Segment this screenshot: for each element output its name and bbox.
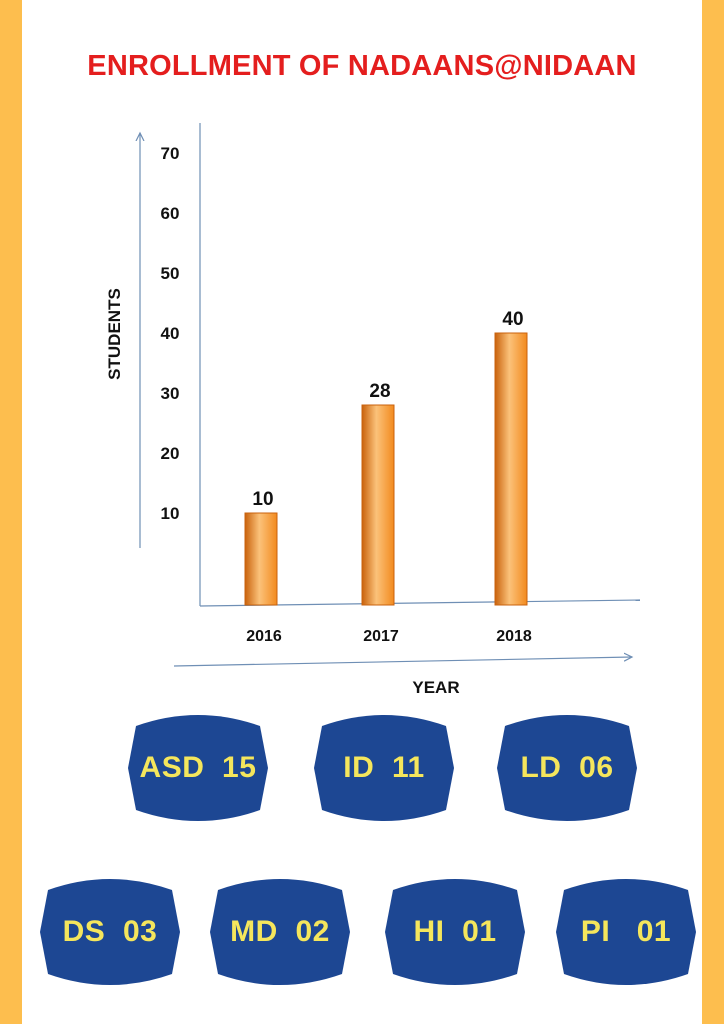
y-tick-label: 70	[161, 144, 180, 163]
y-tick-label: 60	[161, 204, 180, 223]
category-tag-label: DS 03	[62, 915, 158, 948]
y-tick-label: 50	[161, 264, 180, 283]
category-tag: DS 03	[40, 870, 180, 994]
category-tag-label: PI 01	[580, 915, 672, 948]
x-axis-arrow	[173, 657, 632, 667]
category-tag: PI 01	[556, 870, 696, 994]
left-border-stripe	[0, 0, 22, 1024]
x-axis-label: YEAR	[412, 678, 459, 697]
category-tag-label: ID 11	[343, 751, 425, 784]
y-tick-label: 40	[161, 324, 180, 343]
y-tick-label: 30	[161, 384, 180, 403]
x-tick-label: 2017	[363, 628, 399, 645]
y-axis-label: STUDENTS	[105, 288, 124, 380]
category-tag: HI 01	[385, 870, 525, 994]
bar-2018	[494, 332, 528, 606]
category-tag-label: ASD 15	[139, 751, 257, 784]
x-tick-label: 2018	[496, 628, 532, 645]
category-tag: ASD 15	[128, 706, 268, 830]
y-tick-label: 20	[161, 444, 180, 463]
category-tag-label: LD 06	[520, 751, 614, 784]
data-label-2017: 28	[369, 381, 390, 402]
category-tag-label: HI 01	[413, 915, 497, 948]
category-tag-label: MD 02	[230, 915, 330, 948]
page-title: ENROLLMENT OF NADAANS@NIDAAN	[87, 50, 637, 82]
data-label-2016: 10	[252, 489, 273, 510]
right-border-stripe	[702, 0, 724, 1024]
enrollment-bar-chart: STUDENTS YEAR 10 20 30 40 50 60 70 10 2016 28 201…	[105, 123, 641, 697]
x-tick-label: 2016	[246, 628, 282, 645]
category-tag: LD 06	[497, 706, 637, 830]
bar-2016	[244, 512, 278, 606]
y-tick-label: 10	[161, 504, 180, 523]
bar-2017	[361, 404, 395, 606]
category-tag: ID 11	[314, 706, 454, 830]
data-label-2018: 40	[502, 309, 523, 330]
category-tag: MD 02	[210, 870, 350, 994]
